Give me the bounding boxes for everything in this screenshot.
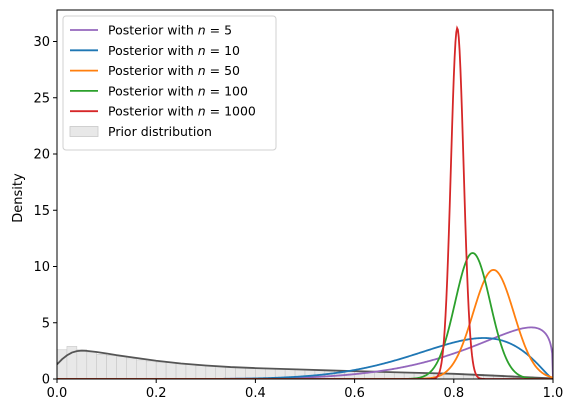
axes-frame (56, 9, 554, 380)
y-tick-label: 0 (42, 373, 50, 388)
prior-hist-bar (205, 365, 217, 379)
prior-hist-bar (235, 367, 246, 379)
legend-entry-0: Posterior with n = 5 (108, 23, 232, 38)
prior-hist-bar (354, 370, 365, 379)
legend-entry-3: Posterior with n = 100 (108, 83, 248, 98)
prior-hist-bar (245, 367, 256, 379)
prior-hist-bar (145, 360, 157, 379)
prior-hist-bar (215, 366, 226, 379)
y-tick-label: 15 (33, 204, 50, 219)
prior-hist-bar (96, 353, 107, 379)
prior-kde-line (57, 349, 553, 379)
y-tick-label: 30 (33, 35, 50, 50)
series-line-4 (57, 25, 553, 379)
prior-hist-bar (185, 364, 197, 379)
axes: 0.0 0.2 0.4 0.6 0.8 1.0 0 5 10 15 20 25 30 (33, 9, 564, 401)
x-tick-label: 0.4 (245, 386, 266, 401)
y-tick-label: 5 (42, 316, 50, 331)
x-tick-label: 0.8 (443, 386, 464, 401)
legend: Posterior with n = 5 Posterior with n = 1… (62, 15, 277, 151)
legend-frame (62, 15, 277, 151)
prior-hist-bar (126, 358, 137, 379)
y-tick-label: 25 (33, 91, 50, 106)
legend-swatch-prior (69, 126, 99, 137)
legend-entry-1: Posterior with n = 10 (108, 43, 240, 58)
prior-hist-bar (76, 349, 88, 379)
x-tick-label: 0.0 (47, 386, 68, 401)
prior-hist-bar (165, 362, 177, 379)
prior-hist-bar (106, 355, 117, 379)
x-tick-label: 1.0 (543, 386, 564, 401)
legend-entry-prior: Prior distribution (108, 124, 212, 139)
prior-hist-bar (136, 359, 147, 379)
x-tick-label: 0.2 (146, 386, 167, 401)
prior-hist-bar (116, 356, 127, 379)
prior-hist-bar (175, 363, 187, 379)
y-tick-label: 10 (33, 260, 50, 275)
series-line-2 (57, 268, 553, 379)
legend-entry-2: Posterior with n = 50 (108, 63, 240, 78)
series-line-3 (57, 252, 553, 379)
prior-hist-bar (57, 349, 68, 379)
prior-hist-bar (225, 366, 236, 379)
prior-hist-bar (155, 361, 167, 379)
x-tick-label: 0.6 (344, 386, 365, 401)
legend-entry-4: Posterior with n = 1000 (108, 104, 256, 119)
y-axis-label: Density (11, 173, 26, 223)
y-tick-label: 20 (33, 148, 50, 163)
prior-hist-bar (195, 365, 207, 379)
prior-hist-bar (86, 351, 97, 379)
plot-area (57, 25, 553, 379)
